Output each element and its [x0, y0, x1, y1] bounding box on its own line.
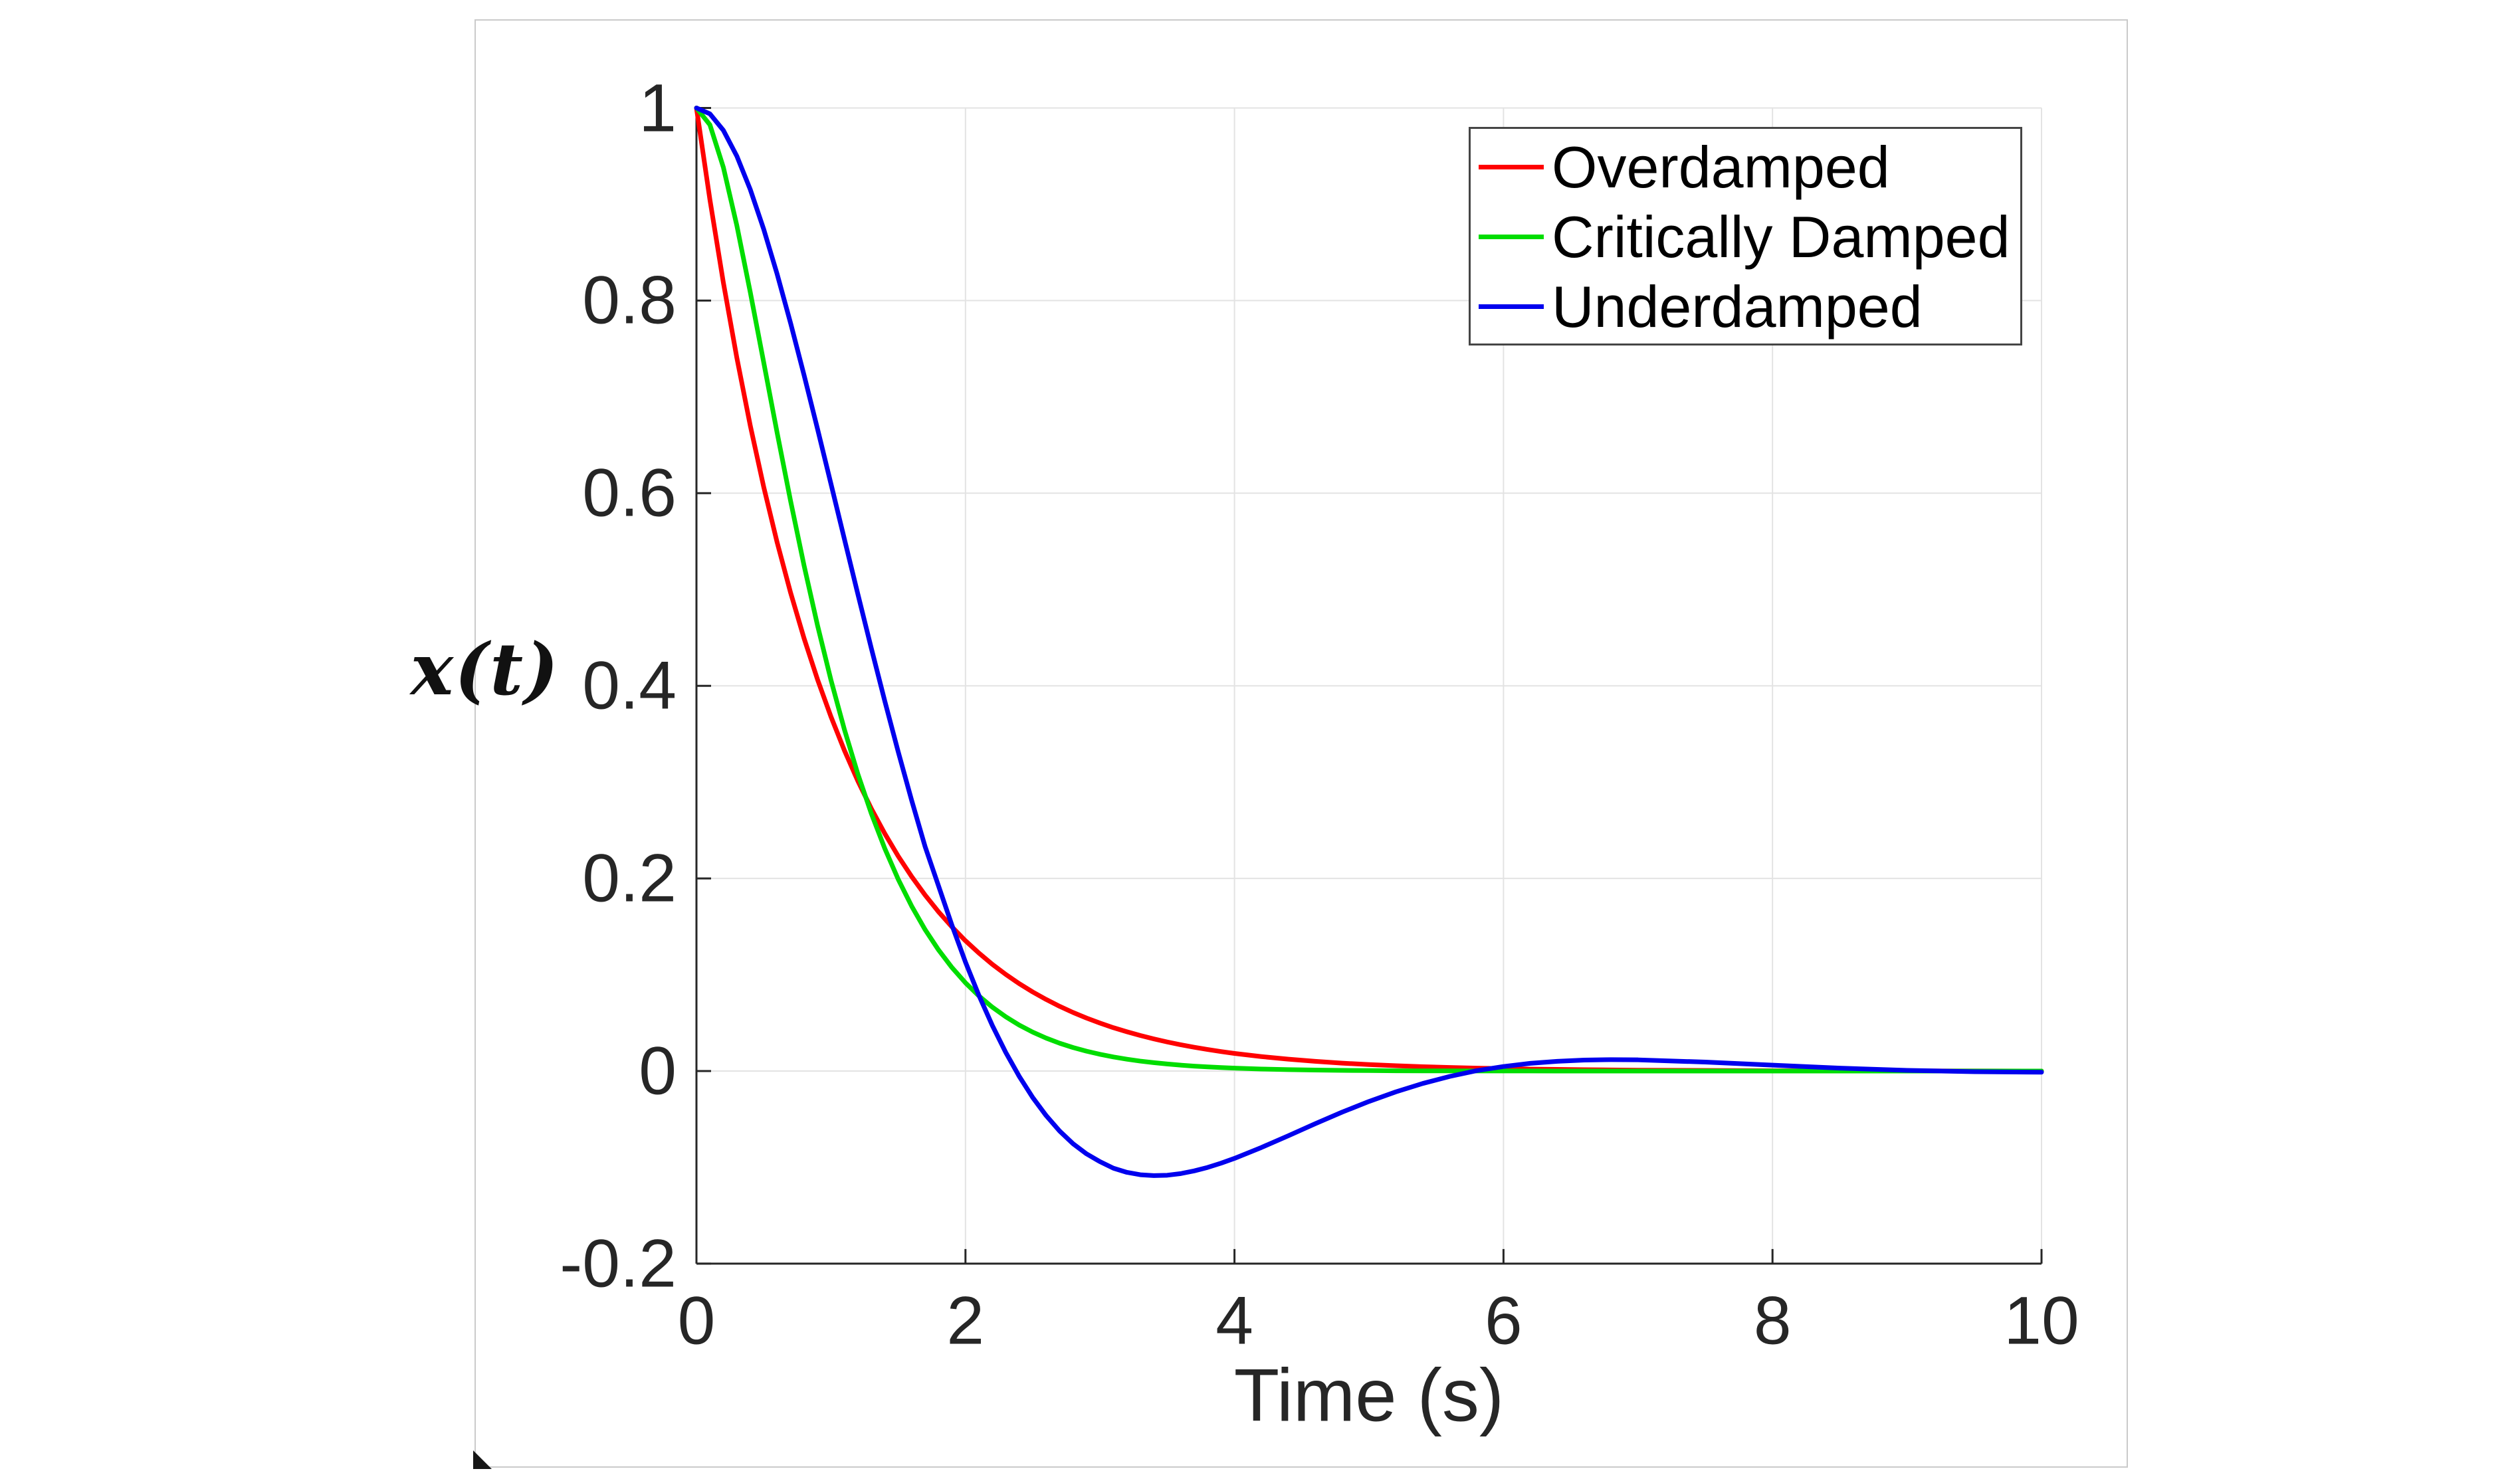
legend-item-critically-damped: Critically Damped: [1471, 202, 2020, 272]
legend-item-overdamped: Overdamped: [1471, 132, 2020, 202]
legend-line-sample: [1479, 165, 1544, 169]
chart-legend: Overdamped Critically Damped Underdamped: [1469, 127, 2022, 345]
y-tick-label: 0.6: [582, 454, 677, 531]
x-axis-label: Time (s): [1233, 1353, 1505, 1437]
legend-label: Critically Damped: [1552, 203, 2010, 270]
y-tick-label: 0.4: [582, 647, 677, 724]
legend-item-underdamped: Underdamped: [1471, 272, 2020, 342]
y-tick-label: 1: [639, 70, 677, 146]
x-tick-label: 2: [946, 1282, 985, 1359]
curve-underdamped: [694, 106, 2044, 1178]
y-tick-label: 0.8: [582, 262, 677, 338]
curve-critically-damped: [694, 106, 2044, 1074]
x-tick-label: 4: [1215, 1282, 1253, 1359]
legend-label: Underdamped: [1552, 273, 1923, 340]
x-tick-label: 8: [1753, 1282, 1792, 1359]
y-axis-label: x(t): [410, 628, 560, 712]
legend-line-sample: [1479, 304, 1544, 309]
legend-line-sample: [1479, 235, 1544, 239]
y-tick-label: -0.2: [560, 1225, 677, 1302]
y-tick-label: 0: [639, 1032, 677, 1109]
x-tick-label: 6: [1485, 1282, 1522, 1359]
x-tick-label: 0: [677, 1282, 716, 1359]
x-tick-label: 10: [2004, 1282, 2079, 1359]
legend-label: Overdamped: [1552, 134, 1890, 200]
y-tick-label: 0.2: [582, 840, 677, 916]
